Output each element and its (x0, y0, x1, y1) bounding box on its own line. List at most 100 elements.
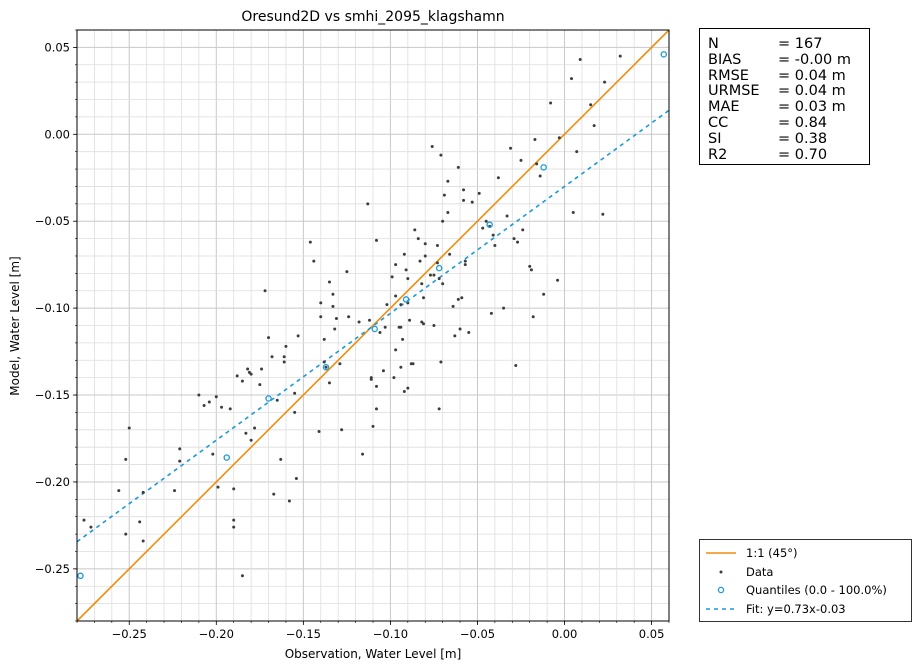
data-point (235, 374, 239, 378)
x-tick-label: −0.25 (112, 627, 147, 641)
data-point (232, 518, 236, 522)
data-point (456, 165, 460, 169)
quantile-point (402, 296, 410, 303)
legend-marker-icon (704, 563, 740, 581)
data-point (406, 386, 410, 390)
data-point (463, 259, 467, 263)
stat-name: MAE (708, 99, 740, 116)
data-point (462, 188, 466, 192)
data-point (338, 362, 342, 366)
quantile-point (486, 221, 493, 228)
stat-value: = 0.84 (778, 114, 828, 131)
stat-value: = 167 (778, 36, 823, 52)
data-point (437, 277, 441, 281)
quantile-point (540, 164, 547, 171)
legend-entry: 1:1 (45°) (704, 544, 911, 563)
stat-row: RMSE = 0.04 m (708, 67, 869, 85)
chart-title: Oresund2D vs smhi_2095_klagshamn (241, 9, 504, 25)
data-point (173, 489, 177, 493)
data-point (207, 400, 211, 404)
data-point (421, 296, 425, 300)
data-point (141, 539, 145, 543)
data-point (423, 242, 427, 246)
data-point (399, 365, 403, 369)
data-point (432, 324, 436, 327)
data-point (399, 303, 403, 307)
data-point (308, 240, 312, 244)
data-point (394, 263, 398, 267)
data-point (557, 136, 561, 140)
y-tick-label: −0.10 (35, 301, 70, 315)
data-point (549, 101, 553, 105)
data-point (141, 490, 145, 494)
legend-entry: Data (704, 563, 911, 582)
data-point (319, 315, 323, 319)
data-point (435, 244, 439, 248)
stat-value: = 0.03 m (778, 99, 846, 116)
data-point (493, 244, 497, 248)
data-point (272, 492, 276, 496)
data-point (322, 360, 326, 364)
data-point (138, 520, 142, 524)
data-point (533, 138, 537, 142)
legend-circle-glyph (717, 587, 725, 594)
data-point (124, 532, 128, 536)
data-point (117, 489, 121, 493)
data-point (448, 252, 452, 256)
data-point (322, 337, 326, 341)
legend-entry: Fit: y=0.73x-0.03 (704, 600, 911, 619)
data-point (521, 228, 525, 232)
data-point (535, 162, 539, 166)
data-point (618, 54, 622, 58)
data-point (89, 525, 93, 529)
data-point (82, 518, 86, 522)
data-point (470, 200, 474, 204)
data-point (401, 337, 405, 341)
data-point (592, 124, 596, 128)
data-point (340, 428, 344, 432)
data-point (240, 379, 244, 383)
data-point (428, 273, 432, 277)
data-point (416, 237, 420, 241)
plot-area (76, 29, 670, 622)
data-point (538, 174, 542, 178)
stat-row: BIAS = -0.00 m (708, 52, 869, 69)
data-point (420, 282, 424, 286)
data-point (371, 424, 375, 428)
data-point (432, 273, 436, 277)
data-point (324, 365, 328, 369)
x-axis-label: Observation, Water Level [m] (285, 647, 462, 661)
data-point (124, 457, 128, 461)
data-point (456, 297, 460, 301)
data-point (408, 318, 412, 322)
quantile-point (371, 325, 378, 333)
data-point (381, 369, 385, 373)
data-point (462, 198, 466, 202)
data-point (228, 407, 232, 411)
data-point (293, 391, 297, 395)
data-point (317, 430, 321, 434)
legend-marker-icon (704, 600, 740, 618)
data-point (451, 304, 455, 308)
data-point (399, 325, 403, 329)
data-point (232, 487, 236, 491)
x-tick-label: 0.05 (639, 627, 665, 641)
data-point (263, 289, 267, 293)
data-point (439, 360, 443, 364)
data-point (575, 150, 579, 154)
data-point (296, 334, 300, 338)
data-point (528, 264, 532, 268)
legend-label: Quantiles (0.0 - 100.0%) (746, 583, 887, 598)
statistics-box: N = 167 BIAS = -0.00 m RMSE = 0.04 m URMSE = 0.… (699, 28, 870, 165)
data-point (331, 292, 335, 296)
stat-name: RMSE (708, 67, 749, 84)
stat-name: SI (708, 130, 722, 147)
data-point (390, 275, 394, 279)
data-point (327, 280, 331, 284)
data-point (240, 574, 244, 578)
data-point (437, 407, 441, 411)
stat-value: = 0.04 m (778, 67, 846, 84)
data-point (178, 447, 182, 451)
data-point (327, 381, 331, 385)
